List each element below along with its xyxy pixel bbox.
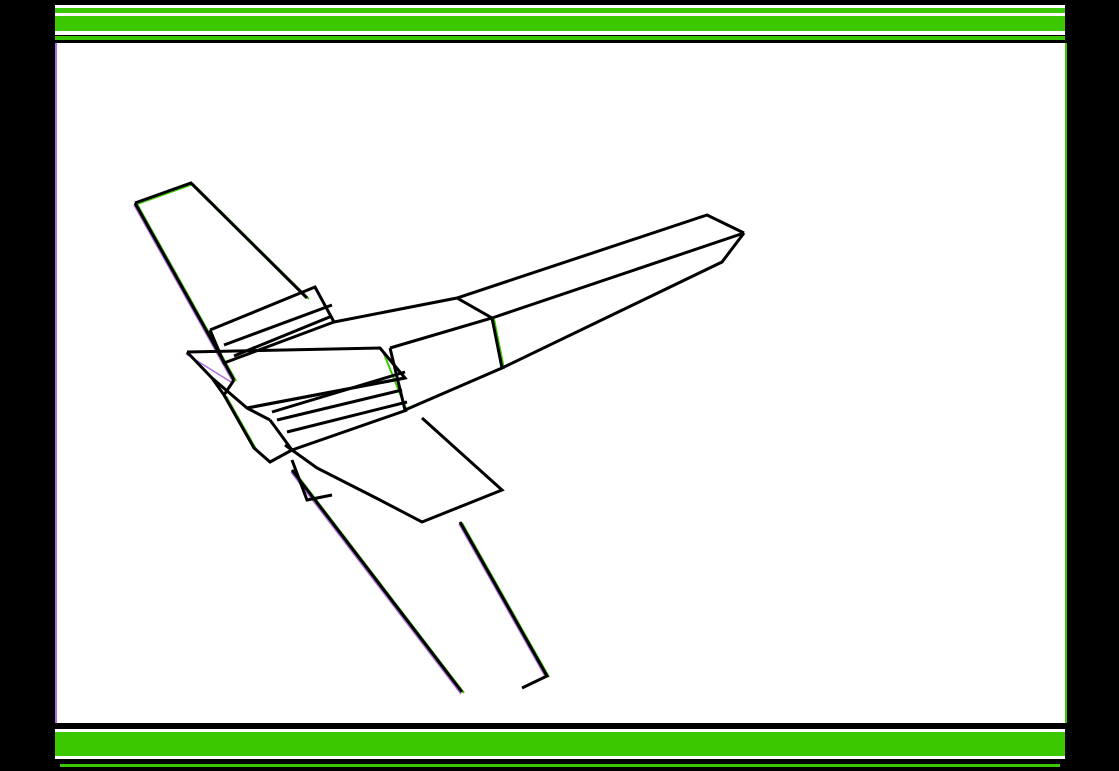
wireframe-fringe-green	[136, 182, 550, 694]
bottom-bar-underline	[60, 764, 1060, 767]
fuselage-top	[333, 213, 745, 324]
3d-viewport[interactable]	[55, 43, 1067, 723]
top-status-bar	[55, 5, 1065, 35]
bottom-status-bar	[55, 729, 1065, 759]
lower-wing-outline	[290, 469, 464, 693]
top-bar-stripe	[55, 13, 1065, 16]
fuselage-side	[404, 232, 746, 412]
wireframe-fringe-purple	[133, 204, 547, 695]
wireframe-aircraft	[133, 181, 746, 695]
upper-wing-outline	[134, 181, 309, 300]
tail-section	[222, 394, 293, 464]
wireframe-lines	[133, 181, 746, 693]
top-bar-underline	[55, 36, 1065, 40]
